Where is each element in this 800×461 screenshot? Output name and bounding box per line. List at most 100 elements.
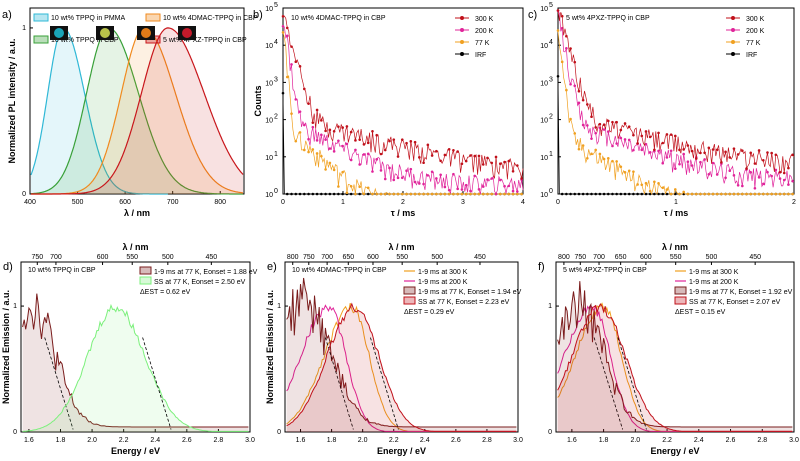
decay-point	[636, 192, 639, 196]
x-tick-label: 2.8	[482, 437, 492, 444]
decay-point	[354, 192, 357, 196]
spectrum-line	[30, 27, 168, 195]
legend-entry: SS at 77 K, Eonset = 2.23 eV	[418, 299, 510, 306]
x-tick-label: 1.6	[24, 437, 34, 444]
sample-glow	[54, 28, 64, 38]
panel-label-c: c)	[528, 9, 537, 21]
decay-point	[736, 183, 740, 187]
decay-point	[294, 139, 298, 143]
decay-point	[724, 176, 727, 180]
decay-point	[345, 142, 349, 146]
x-tick-label: 0	[281, 199, 285, 206]
sample-glow	[141, 28, 151, 38]
decay-point	[422, 182, 425, 186]
decay-point	[782, 171, 786, 175]
decay-point	[590, 152, 593, 156]
decay-point	[774, 153, 778, 157]
top-tick-label: 650	[615, 254, 627, 261]
decay-point	[400, 192, 404, 196]
panel-label-f: f)	[538, 261, 545, 273]
decay-point	[653, 148, 656, 152]
decay-point	[413, 180, 417, 184]
decay-point	[324, 192, 327, 196]
decay-point	[711, 161, 715, 165]
legend-swatch	[33, 13, 49, 22]
decay-point	[782, 178, 786, 182]
decay-point	[632, 148, 635, 152]
x-tick-label: 0	[556, 199, 560, 206]
decay-point	[464, 192, 468, 196]
legend-swatch	[139, 266, 152, 275]
plot-frame	[557, 7, 795, 195]
x-tick-label: 600	[119, 199, 131, 206]
panel-label-e: e)	[267, 261, 277, 273]
decay-point	[362, 143, 366, 146]
x-tick-label: 2.0	[630, 437, 640, 444]
decay-point	[354, 148, 357, 152]
decay-point	[503, 184, 506, 188]
decay-point	[741, 184, 744, 188]
decay-point	[447, 148, 451, 151]
decay-point	[388, 139, 391, 143]
decay-point	[728, 192, 732, 196]
decay-point	[303, 192, 306, 196]
chart-title: 10 wt% TPPQ in CBP	[28, 267, 96, 274]
decay-point	[464, 183, 468, 187]
x-tick-label: 2	[401, 199, 405, 206]
decay-point	[766, 170, 769, 174]
decay-point	[354, 139, 357, 142]
decay-point	[774, 192, 778, 196]
decay-point	[661, 186, 665, 190]
decay-point	[481, 185, 485, 188]
decay-point	[307, 137, 310, 141]
decay-point	[669, 149, 673, 153]
decay-point	[400, 176, 404, 180]
top-tick-label: 750	[574, 254, 586, 261]
decay-point	[606, 157, 610, 160]
x-tick-label: 2.0	[358, 437, 368, 444]
decay-point	[486, 192, 489, 196]
decay-point	[324, 129, 327, 133]
x-tick-label: 2.6	[451, 437, 461, 444]
decay-point	[405, 169, 408, 173]
decay-point	[426, 192, 430, 196]
decay-point	[774, 168, 778, 172]
decay-point	[674, 188, 677, 191]
decay-point	[511, 189, 515, 193]
decay-point	[707, 172, 711, 176]
decay-point	[418, 182, 421, 185]
decay-point	[452, 172, 455, 176]
y-tick-label: 0	[13, 429, 17, 436]
legend-entry: 1-9 ms at 77 K, Eonset = 1.94 eV	[418, 289, 522, 296]
x-tick-label: 1	[341, 199, 345, 206]
decay-point	[577, 147, 581, 151]
decay-point	[623, 192, 627, 196]
decay-point	[379, 192, 383, 196]
decay-point	[303, 148, 306, 152]
decay-point	[383, 177, 387, 181]
legend-swatch	[139, 276, 152, 285]
chart-title: 10 wt% 4DMAC-TPPQ in CBP	[292, 267, 387, 274]
decay-point	[770, 151, 773, 155]
decay-point	[602, 123, 606, 127]
decay-point	[720, 192, 723, 196]
decay-point	[315, 152, 319, 155]
decay-point	[337, 192, 340, 196]
decay-point	[699, 160, 702, 164]
decay-point	[426, 143, 430, 147]
x-axis-title: Energy / eV	[650, 446, 699, 456]
y-tick-exponent: 3	[274, 76, 278, 83]
decay-point	[320, 154, 323, 158]
decay-point	[757, 192, 761, 196]
decay-point	[490, 177, 494, 180]
decay-point	[791, 192, 794, 196]
decay-point	[573, 84, 577, 88]
decay-point	[358, 163, 361, 166]
decay-point	[477, 154, 481, 158]
x-tick-label: 2.2	[662, 437, 672, 444]
legend-marker	[460, 16, 464, 20]
decay-point	[303, 87, 306, 91]
y-tick-label: 1	[277, 303, 281, 310]
decay-point	[715, 148, 719, 152]
decay-point	[778, 192, 782, 196]
